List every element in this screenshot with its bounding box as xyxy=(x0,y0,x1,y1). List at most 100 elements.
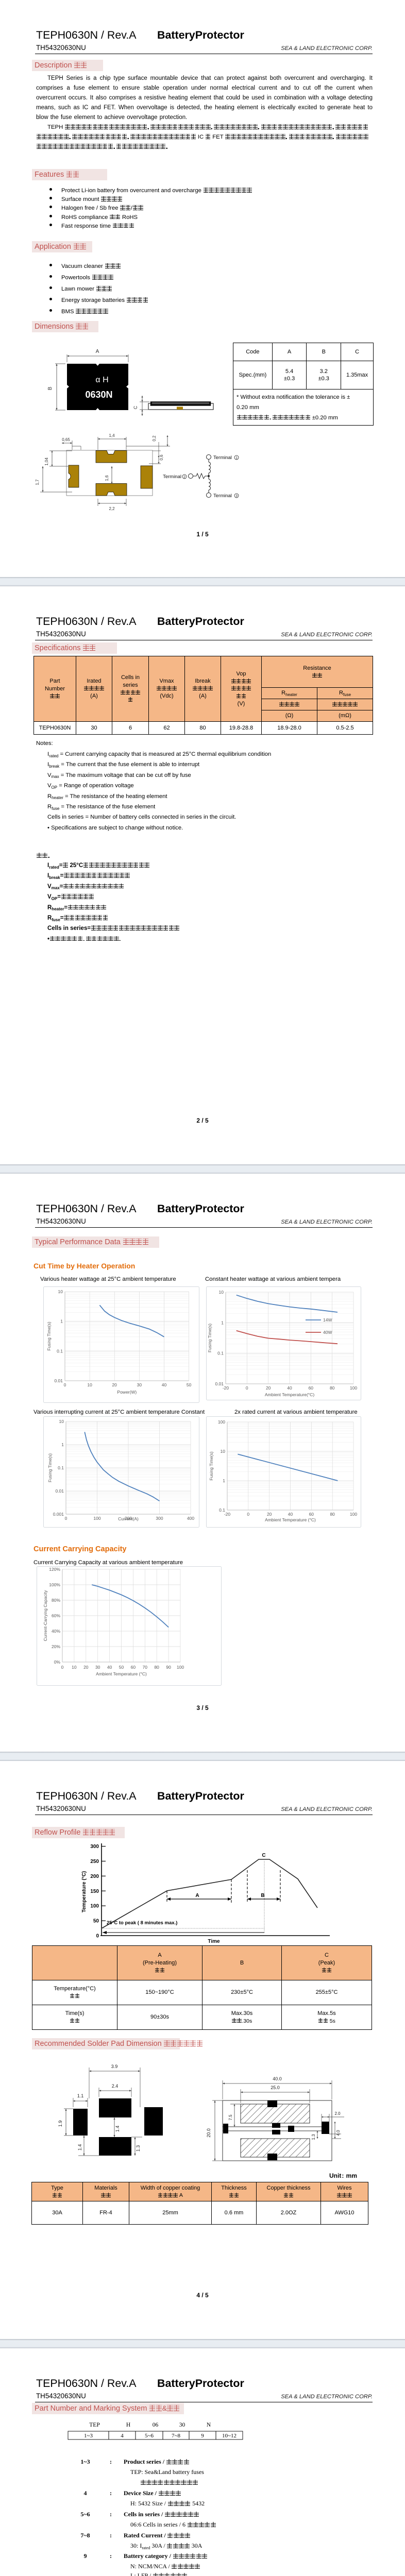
svg-text:20: 20 xyxy=(83,1665,89,1670)
svg-text:0: 0 xyxy=(246,1385,248,1391)
svg-text:0.1: 0.1 xyxy=(58,1465,64,1470)
svg-text:80%: 80% xyxy=(52,1598,60,1603)
svg-text:20: 20 xyxy=(267,1512,272,1517)
svg-text:0.1: 0.1 xyxy=(219,1507,225,1513)
svg-text:Fusing Time(s): Fusing Time(s) xyxy=(207,1324,212,1352)
svg-text:Current(A): Current(A) xyxy=(118,1516,139,1521)
svg-text:06: 06 xyxy=(153,2422,159,2428)
svg-text:5~6: 5~6 xyxy=(145,2433,154,2439)
svg-text:100: 100 xyxy=(90,1904,99,1909)
svg-text:300: 300 xyxy=(156,1516,163,1521)
svg-text:40: 40 xyxy=(287,1385,292,1391)
svg-text:40: 40 xyxy=(162,1382,167,1387)
svg-text:1.3: 1.3 xyxy=(136,2145,141,2152)
svg-text:1,04: 1,04 xyxy=(44,457,49,466)
svg-text:100%: 100% xyxy=(49,1582,60,1587)
svg-text:30: 30 xyxy=(137,1382,142,1387)
svg-text:10: 10 xyxy=(59,1419,64,1424)
svg-text:Terminal: Terminal xyxy=(213,455,232,461)
svg-text:100: 100 xyxy=(93,1516,100,1521)
svg-text:Fusing Time(s): Fusing Time(s) xyxy=(209,1451,214,1480)
svg-text:1.4: 1.4 xyxy=(115,2126,120,2132)
svg-text:0: 0 xyxy=(247,1512,249,1517)
svg-text:Fusing Time(s): Fusing Time(s) xyxy=(46,1321,52,1350)
svg-text:1: 1 xyxy=(60,1319,63,1324)
svg-text:C: C xyxy=(262,1853,265,1858)
svg-text:Current-Carrying Capacity: Current-Carrying Capacity xyxy=(43,1590,48,1641)
svg-text:0.001: 0.001 xyxy=(53,1512,64,1517)
svg-text:Ambient Temperature(°C): Ambient Temperature(°C) xyxy=(265,1392,314,1397)
svg-text:200: 200 xyxy=(90,1874,99,1879)
svg-text:0.01: 0.01 xyxy=(55,1488,64,1494)
svg-text:1,6: 1,6 xyxy=(105,475,109,481)
svg-text:40.0: 40.0 xyxy=(273,2076,282,2081)
svg-text:0630N: 0630N xyxy=(85,389,112,400)
svg-text:25°C to peak ( 8 minutes max.): 25°C to peak ( 8 minutes max.) xyxy=(107,1920,177,1926)
svg-text:14W: 14W xyxy=(323,1317,332,1323)
svg-text:0,2: 0,2 xyxy=(152,435,157,442)
svg-text:60: 60 xyxy=(309,1512,314,1517)
svg-text:1.3: 1.3 xyxy=(311,2134,316,2140)
svg-text:60: 60 xyxy=(131,1665,136,1670)
svg-text:0.1: 0.1 xyxy=(217,1351,224,1356)
svg-text:80: 80 xyxy=(154,1665,159,1670)
svg-text:Time: Time xyxy=(208,1939,220,1944)
svg-text:B: B xyxy=(261,1893,264,1899)
svg-text:1,7: 1,7 xyxy=(35,479,40,485)
svg-text:30: 30 xyxy=(179,2422,185,2428)
svg-text:0,6: 0,6 xyxy=(159,454,164,461)
svg-text:10: 10 xyxy=(72,1665,77,1670)
svg-text:Temperature (°C): Temperature (°C) xyxy=(81,1871,87,1913)
svg-text:50: 50 xyxy=(187,1382,192,1387)
svg-text:80: 80 xyxy=(330,1512,335,1517)
svg-text:Terminal: Terminal xyxy=(163,474,181,480)
svg-text:70: 70 xyxy=(143,1665,148,1670)
svg-text:Fusing Time(s): Fusing Time(s) xyxy=(47,1453,53,1482)
svg-text:1.9: 1.9 xyxy=(58,2121,63,2127)
svg-text:300: 300 xyxy=(90,1844,99,1850)
svg-text:0: 0 xyxy=(61,1665,64,1670)
svg-text:100: 100 xyxy=(218,1419,225,1425)
svg-text:A: A xyxy=(195,1893,199,1899)
svg-text:2.4: 2.4 xyxy=(112,2083,119,2089)
svg-text:7~8: 7~8 xyxy=(172,2433,180,2439)
svg-text:40%: 40% xyxy=(52,1629,60,1634)
svg-text:B: B xyxy=(47,386,53,390)
svg-text:0.01: 0.01 xyxy=(215,1381,224,1386)
svg-text:4.0: 4.0 xyxy=(336,2130,341,2136)
svg-text:9: 9 xyxy=(201,2433,204,2439)
svg-text:0: 0 xyxy=(65,1516,68,1521)
svg-text:250: 250 xyxy=(90,1859,99,1865)
svg-text:90: 90 xyxy=(166,1665,171,1670)
svg-text:4: 4 xyxy=(121,2433,124,2439)
svg-text:Ambient Temperature (°C): Ambient Temperature (°C) xyxy=(265,1517,316,1522)
svg-text:20: 20 xyxy=(266,1385,271,1391)
svg-text:100: 100 xyxy=(350,1512,357,1517)
svg-text:60%: 60% xyxy=(52,1613,60,1618)
svg-text:50: 50 xyxy=(93,1919,99,1924)
svg-text:10: 10 xyxy=(219,1290,224,1295)
svg-text:20%: 20% xyxy=(52,1644,60,1649)
svg-text:Power(W): Power(W) xyxy=(117,1389,137,1395)
svg-text:α H: α H xyxy=(95,376,108,384)
svg-text:20: 20 xyxy=(112,1382,117,1387)
svg-text:0: 0 xyxy=(96,1934,99,1939)
svg-text:2,2: 2,2 xyxy=(109,506,115,511)
svg-text:400: 400 xyxy=(187,1516,194,1521)
svg-text:1.4: 1.4 xyxy=(77,2144,82,2151)
svg-text:1: 1 xyxy=(221,1320,224,1325)
svg-text:120%: 120% xyxy=(49,1567,60,1572)
svg-text:C: C xyxy=(133,405,138,409)
svg-text:40: 40 xyxy=(107,1665,112,1670)
svg-text:3.9: 3.9 xyxy=(111,2064,118,2069)
svg-text:25.0: 25.0 xyxy=(271,2085,280,2090)
svg-text:100: 100 xyxy=(350,1385,357,1391)
svg-text:1~3: 1~3 xyxy=(84,2433,93,2439)
svg-text:0%: 0% xyxy=(54,1659,61,1665)
svg-text:1: 1 xyxy=(223,1478,225,1483)
svg-text:100: 100 xyxy=(177,1665,184,1670)
svg-text:40: 40 xyxy=(288,1512,293,1517)
svg-text:TEP: TEP xyxy=(89,2422,99,2428)
svg-text:7.5: 7.5 xyxy=(228,2114,233,2121)
svg-text:0,65: 0,65 xyxy=(62,437,70,442)
